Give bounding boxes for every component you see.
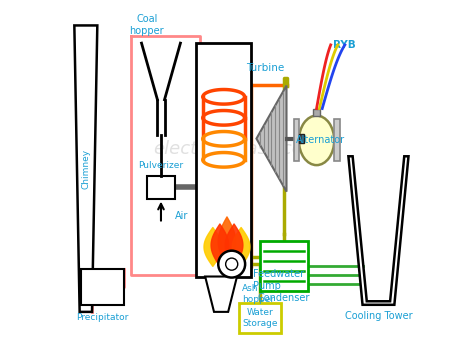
Text: Precipitator: Precipitator — [76, 313, 129, 322]
Polygon shape — [74, 26, 97, 312]
Bar — [82, 269, 124, 305]
Bar — [299, 134, 304, 143]
Bar — [239, 303, 281, 333]
Text: Alternator: Alternator — [295, 135, 345, 145]
Polygon shape — [256, 86, 286, 192]
Text: Pulverizer: Pulverizer — [138, 162, 183, 170]
Bar — [147, 176, 175, 199]
Bar — [293, 119, 299, 162]
Text: Air: Air — [175, 211, 189, 222]
Polygon shape — [205, 277, 237, 312]
Polygon shape — [348, 156, 409, 305]
Circle shape — [226, 258, 238, 270]
Text: Cooling Tower: Cooling Tower — [345, 311, 412, 321]
Text: electricaleasy.com: electricaleasy.com — [154, 140, 320, 158]
Circle shape — [218, 251, 245, 278]
Text: Chimney: Chimney — [82, 149, 91, 189]
Text: RYB: RYB — [334, 40, 356, 50]
Bar — [260, 241, 308, 291]
Text: Feedwater
Pump: Feedwater Pump — [253, 269, 304, 291]
Text: Ash
hopper: Ash hopper — [242, 284, 274, 304]
Ellipse shape — [299, 116, 334, 165]
Text: Coal
hopper: Coal hopper — [129, 15, 164, 36]
Bar — [196, 43, 251, 277]
Text: Turbine: Turbine — [246, 64, 284, 73]
Text: Water
Storage: Water Storage — [242, 308, 278, 328]
Bar — [334, 119, 339, 162]
Bar — [313, 109, 320, 116]
Text: Condenser: Condenser — [258, 293, 310, 303]
